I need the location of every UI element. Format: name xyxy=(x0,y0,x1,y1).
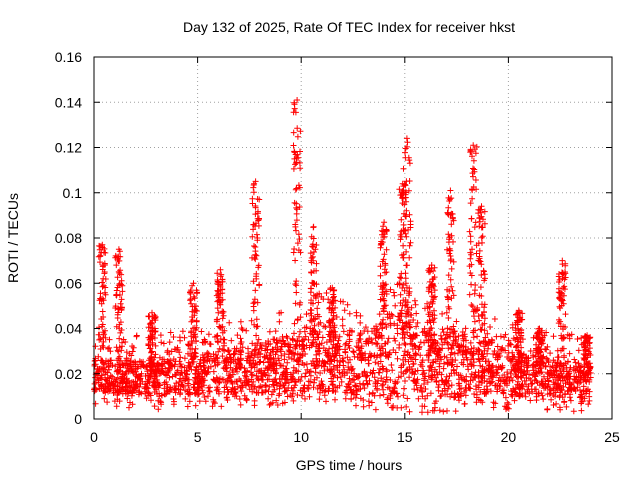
data-points xyxy=(91,97,594,416)
y-tick-label: 0.1 xyxy=(63,185,83,201)
x-tick-label: 0 xyxy=(90,429,98,445)
y-tick-label: 0.08 xyxy=(55,230,82,246)
grid-lines xyxy=(94,57,612,419)
x-tick-label: 20 xyxy=(501,429,517,445)
roti-plus-markers xyxy=(91,97,594,416)
x-tick-label: 10 xyxy=(293,429,309,445)
y-tick-label: 0.06 xyxy=(55,275,82,291)
y-tick-label: 0.14 xyxy=(55,94,82,110)
x-tick-label: 25 xyxy=(604,429,620,445)
x-tick-label: 15 xyxy=(397,429,413,445)
y-tick-label: 0.12 xyxy=(55,140,82,156)
y-tick-label: 0.04 xyxy=(55,321,82,337)
x-axis-ticks: 0 5 10 15 20 25 xyxy=(90,57,620,445)
y-tick-label: 0 xyxy=(74,411,82,427)
chart-title: Day 132 of 2025, Rate Of TEC Index for r… xyxy=(183,19,515,35)
y-tick-label: 0.02 xyxy=(55,366,82,382)
x-axis-label: GPS time / hours xyxy=(296,457,403,473)
y-tick-label: 0.16 xyxy=(55,49,82,65)
y-axis-ticks: 0 0.02 0.04 0.06 0.08 0.1 0.12 0.14 0.16 xyxy=(55,49,612,427)
y-axis-label: ROTI / TECUs xyxy=(5,193,21,283)
x-tick-label: 5 xyxy=(194,429,202,445)
